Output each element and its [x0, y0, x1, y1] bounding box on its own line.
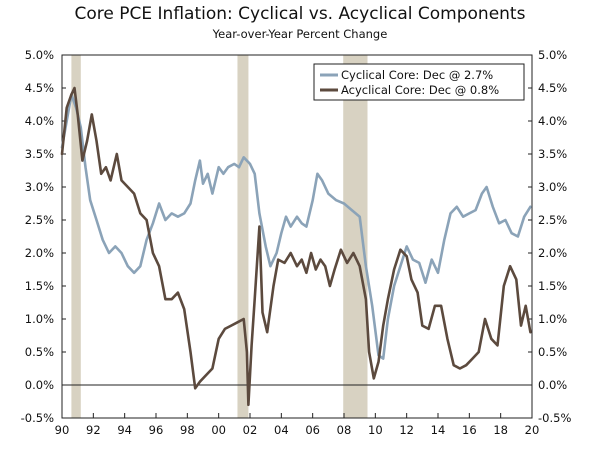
y-tick-label-right: 5.0%	[538, 48, 567, 62]
legend-label-cyclical: Cyclical Core: Dec @ 2.7%	[341, 68, 493, 82]
y-tick-label-left: 0.5%	[25, 345, 54, 359]
x-tick-label: 18	[493, 423, 508, 437]
y-tick-label-left: 3.0%	[25, 180, 54, 194]
x-tick-label: 04	[274, 423, 289, 437]
y-tick-label-left: 5.0%	[25, 48, 54, 62]
y-tick-label-right: 1.0%	[538, 312, 567, 326]
y-tick-label-right: 4.5%	[538, 81, 567, 95]
legend-box	[313, 63, 525, 101]
y-tick-label-left: 2.5%	[25, 213, 54, 227]
y-tick-label-right: 3.0%	[538, 180, 567, 194]
cyclical-core-line	[60, 93, 532, 360]
x-tick-label: 14	[431, 423, 446, 437]
chart-title: Core PCE Inflation: Cyclical vs. Acyclic…	[74, 4, 526, 24]
y-tick-label-left: 2.0%	[25, 246, 54, 260]
y-tick-label-right: 3.5%	[538, 147, 567, 161]
x-tick-label: 92	[86, 423, 101, 437]
y-tick-label-right: 0.5%	[538, 345, 567, 359]
x-tick-label: 06	[305, 423, 320, 437]
x-tick-label: 20	[525, 423, 540, 437]
recession-band	[71, 55, 81, 418]
x-tick-label: 16	[462, 423, 477, 437]
y-tick-label-right: -0.5%	[538, 411, 571, 425]
x-tick-label: 90	[55, 423, 70, 437]
x-tick-label: 12	[399, 423, 414, 437]
acyclical-core-line	[60, 86, 532, 407]
recession-band	[237, 55, 249, 418]
x-tick-label: 10	[368, 423, 383, 437]
y-tick-label-left: 3.5%	[25, 147, 54, 161]
y-tick-label-right: 1.5%	[538, 279, 567, 293]
y-tick-label-left: 1.5%	[25, 279, 54, 293]
y-tick-label-right: 2.5%	[538, 213, 567, 227]
recession-band	[343, 55, 368, 418]
y-tick-label-left: 1.0%	[25, 312, 54, 326]
x-tick-label: 08	[337, 423, 352, 437]
y-tick-label-right: 4.0%	[538, 114, 567, 128]
legend-label-acyclical: Acyclical Core: Dec @ 0.8%	[341, 83, 499, 97]
x-tick-label: 98	[180, 423, 195, 437]
chart-subtitle: Year-over-Year Percent Change	[212, 27, 388, 41]
x-tick-label: 02	[243, 423, 258, 437]
y-tick-label-left: 4.0%	[25, 114, 54, 128]
y-tick-label-right: 2.0%	[538, 246, 567, 260]
y-tick-label-right: 0.0%	[538, 378, 567, 392]
plot-frame	[61, 54, 533, 419]
y-tick-label-left: 4.5%	[25, 81, 54, 95]
y-tick-label-left: 0.0%	[25, 378, 54, 392]
x-tick-label: 00	[211, 423, 226, 437]
x-tick-label: 96	[149, 423, 164, 437]
y-tick-label-left: -0.5%	[21, 411, 54, 425]
x-tick-label: 94	[117, 423, 132, 437]
